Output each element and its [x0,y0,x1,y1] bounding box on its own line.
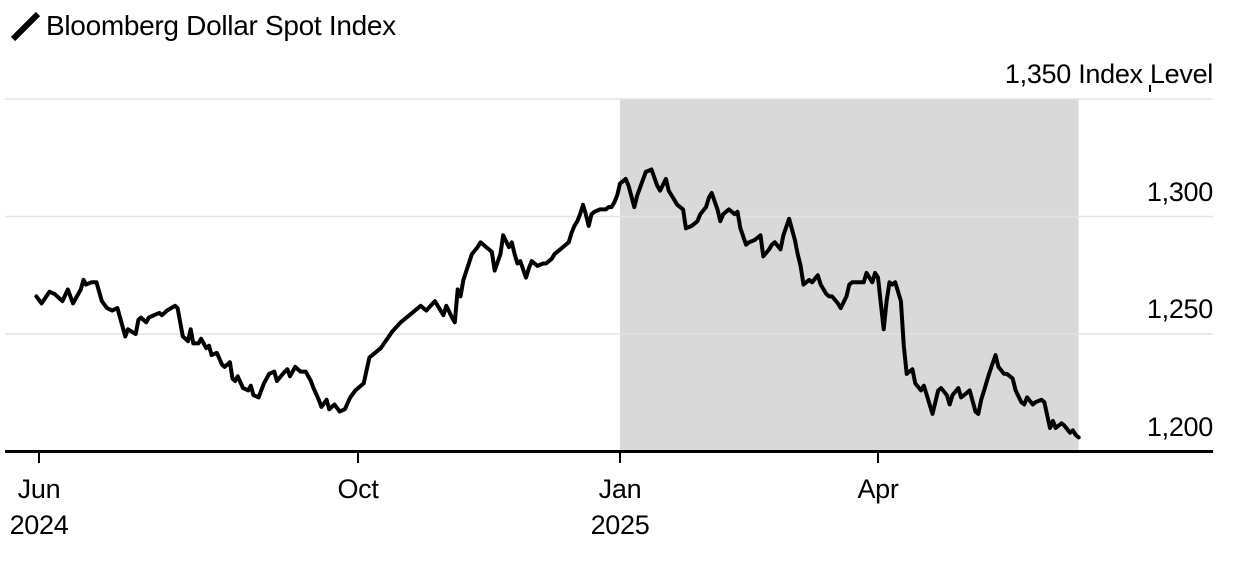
highlight-region [620,99,1079,452]
x-axis-tick-apr [877,453,879,463]
chart-header: Bloomberg Dollar Spot Index [8,9,396,43]
x-axis-tick-jun [38,453,40,463]
gridline-1350 [5,98,1213,100]
gridline-1300 [5,215,1213,218]
x-axis-tick-jan [619,453,621,463]
x-tick-month: Jan [598,473,642,504]
x-axis-label-jun-2024: Jun 2024 [10,471,69,543]
price-line [34,167,1081,440]
x-axis-line [5,450,1213,453]
x-axis-label-oct: Oct [337,471,378,507]
x-axis-label-jan-2025: Jan 2025 [591,471,650,543]
y-axis-label-1250: 1,250 [1146,294,1213,324]
x-tick-year: 2025 [590,509,650,540]
gridline-1250 [5,333,1213,335]
y-axis-label-1350: 1,350 Index Level [1005,57,1213,91]
x-axis-label-apr: Apr [857,471,898,507]
chart-title: Bloomberg Dollar Spot Index [46,10,396,41]
x-tick-month: Jun [17,473,61,504]
x-tick-month: Apr [857,473,899,504]
y-axis-label-1300: 1,300 [1146,176,1213,207]
y-axis-title: Index Level [1078,59,1213,89]
y-tick-value: 1,350 [1004,59,1071,89]
x-tick-year: 2024 [9,509,69,540]
line-series-legend-icon [8,9,42,43]
x-tick-month: Oct [337,473,379,504]
y-axis-pointer-tick [1149,85,1151,92]
y-axis-label-1200: 1,200 [1146,411,1213,442]
x-axis-tick-oct [357,453,359,463]
